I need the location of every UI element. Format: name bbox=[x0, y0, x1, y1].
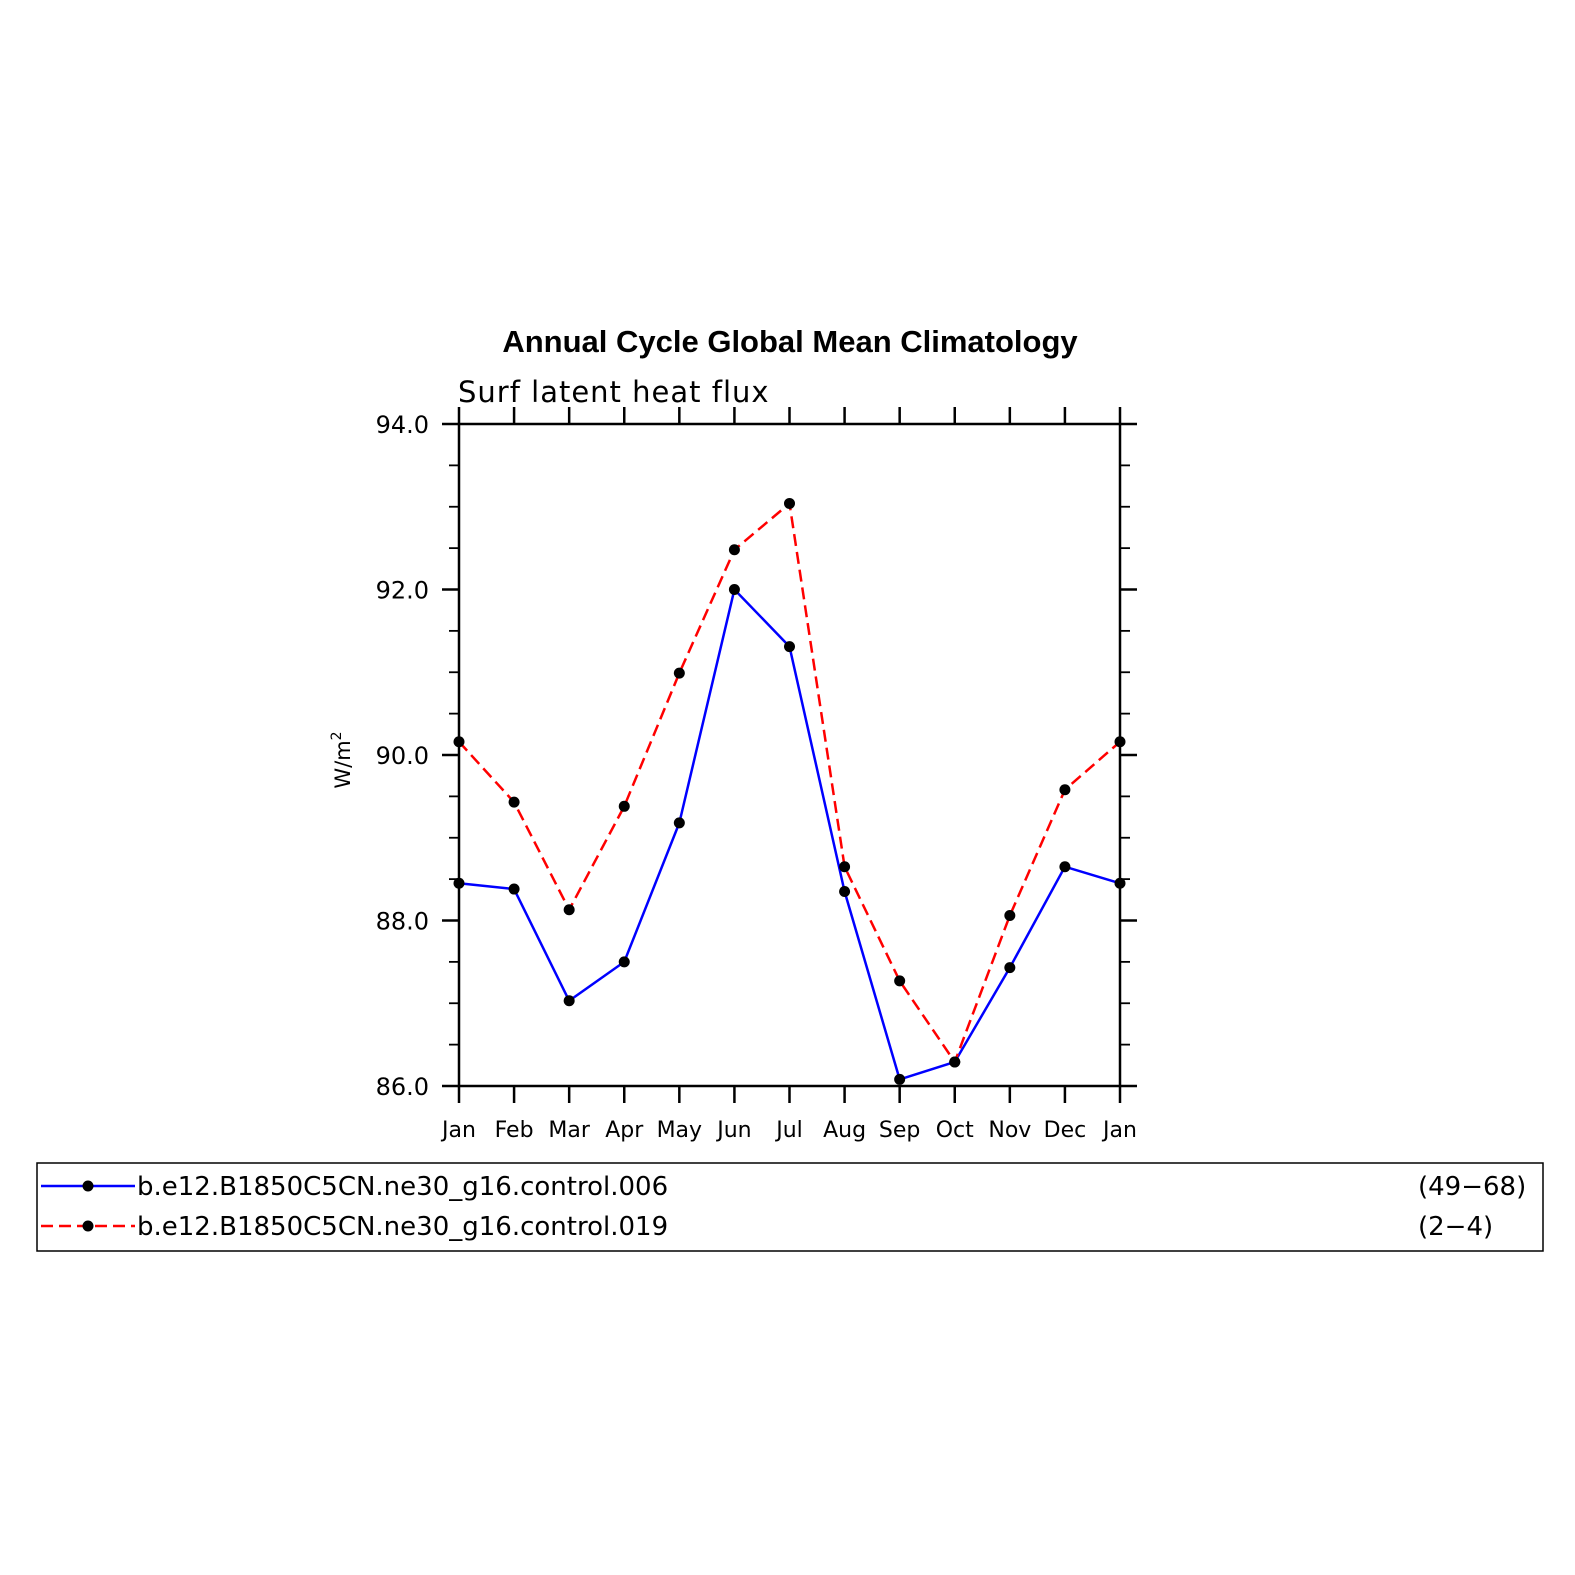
x-tick-label: Jan bbox=[1101, 1118, 1137, 1143]
y-tick-label: 92.0 bbox=[376, 577, 429, 605]
data-point-series-2 bbox=[618, 800, 630, 812]
data-point-series-2 bbox=[728, 544, 740, 556]
data-point-series-1 bbox=[563, 995, 575, 1007]
x-tick-label: Nov bbox=[988, 1118, 1031, 1143]
legend-label-2: b.e12.B1850C5CN.ne30_g16.control.019 bbox=[137, 1212, 668, 1242]
legend-entry-2: b.e12.B1850C5CN.ne30_g16.control.019 (2−… bbox=[41, 1212, 1493, 1242]
data-point-series-1 bbox=[1059, 861, 1071, 873]
x-tick-label: Dec bbox=[1044, 1118, 1087, 1143]
legend-box bbox=[36, 1162, 1544, 1252]
legend-label-1: b.e12.B1850C5CN.ne30_g16.control.006 bbox=[137, 1172, 668, 1202]
data-point-series-1 bbox=[784, 641, 795, 653]
data-point-series-1 bbox=[894, 1073, 906, 1085]
x-tick-label: Oct bbox=[936, 1118, 974, 1143]
data-point-series-2 bbox=[563, 904, 575, 916]
chart-title: Annual Cycle Global Mean Climatology bbox=[502, 324, 1078, 359]
x-tick-label: Feb bbox=[495, 1118, 534, 1143]
data-point-series-1 bbox=[508, 883, 520, 895]
data-point-series-2 bbox=[839, 861, 851, 873]
x-tick-label: Jun bbox=[715, 1118, 751, 1143]
y-tick-label: 88.0 bbox=[376, 908, 429, 936]
x-tick-label: May bbox=[657, 1118, 702, 1143]
y-axis-label-superscript: 2 bbox=[329, 731, 345, 740]
legend-years-2: (2−4) bbox=[1418, 1212, 1493, 1242]
data-point-series-2 bbox=[1059, 784, 1071, 796]
x-tick-label: Jan bbox=[440, 1118, 476, 1143]
data-point-series-1 bbox=[728, 584, 740, 595]
legend-years-1: (49−68) bbox=[1418, 1172, 1526, 1202]
y-axis-label-text: W/m bbox=[331, 740, 355, 788]
legend-entry-1: b.e12.B1850C5CN.ne30_g16.control.006 (49… bbox=[41, 1172, 1526, 1202]
data-point-series-2 bbox=[784, 497, 795, 509]
data-point-series-2 bbox=[1004, 910, 1016, 922]
legend-marker-2 bbox=[82, 1220, 94, 1232]
legend: b.e12.B1850C5CN.ne30_g16.control.006 (49… bbox=[36, 1162, 1544, 1252]
y-tick-label: 94.0 bbox=[376, 411, 429, 439]
y-axis-label: W/m2 bbox=[329, 731, 355, 788]
data-point-series-2 bbox=[894, 975, 906, 987]
y-tick-label: 90.0 bbox=[376, 742, 429, 770]
plot-frame bbox=[457, 422, 1122, 1088]
x-tick-label: Apr bbox=[605, 1118, 644, 1143]
series-line-1 bbox=[458, 586, 1121, 1081]
x-tick-label: Mar bbox=[548, 1118, 590, 1143]
data-point-series-1 bbox=[1004, 962, 1016, 974]
data-point-series-2 bbox=[508, 796, 520, 808]
x-tick-label: Jul bbox=[774, 1118, 803, 1143]
data-point-series-1 bbox=[618, 956, 630, 968]
tick-labels: Jan Feb Mar Apr May Jun Jul Aug Sep Oct Nov Dec Jan 8… bbox=[376, 411, 1137, 1143]
axis-ticks bbox=[442, 407, 1137, 1103]
data-point-series-2 bbox=[949, 1056, 961, 1068]
data-point-series-1 bbox=[839, 886, 851, 898]
series-lines bbox=[458, 501, 1121, 1081]
x-tick-label: Sep bbox=[879, 1118, 920, 1143]
chart-subtitle: Surf latent heat flux bbox=[458, 375, 770, 409]
data-point-series-1 bbox=[673, 817, 685, 829]
x-tick-label: Aug bbox=[823, 1118, 866, 1143]
data-point-series-2 bbox=[673, 667, 685, 679]
data-markers bbox=[453, 497, 1126, 1085]
legend-marker-1 bbox=[82, 1180, 94, 1192]
y-tick-label: 86.0 bbox=[376, 1073, 429, 1101]
